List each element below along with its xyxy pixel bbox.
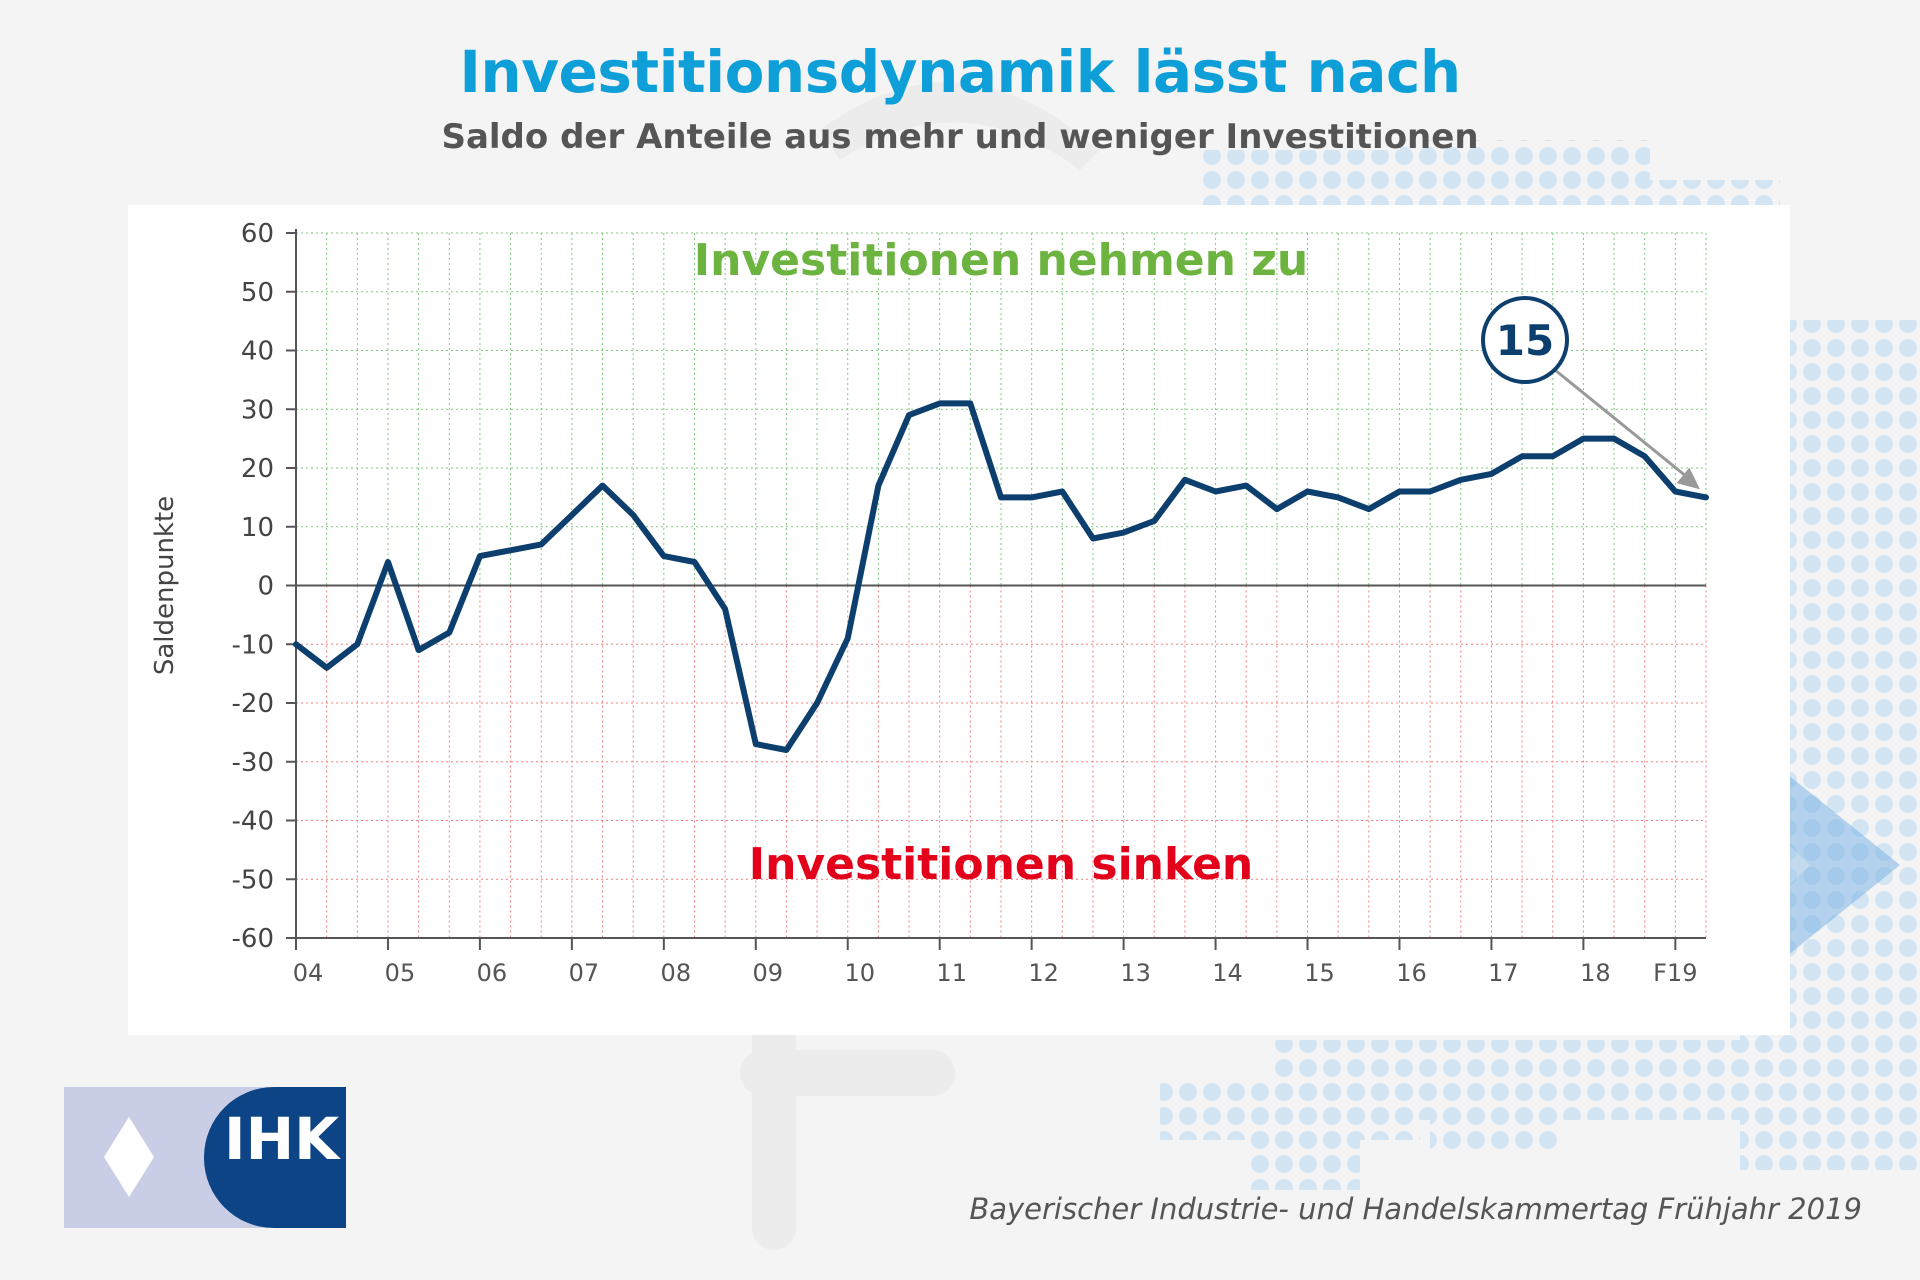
- y-tick-label: -60: [232, 924, 274, 954]
- x-tick-label: 09: [753, 959, 784, 987]
- ihk-logo: IHK: [64, 1087, 346, 1228]
- x-tick-label: 05: [385, 959, 416, 987]
- last-value-callout: 15: [1481, 296, 1700, 490]
- chart-panel: 60 50 40 30 20 10 0 -10 -20 -30 -40 -50 -60 04 05 06 07 0…: [128, 205, 1790, 1035]
- grid: [295, 232, 1707, 939]
- callout-circle: [1481, 296, 1569, 384]
- y-tick-label: 0: [257, 572, 274, 602]
- diamond-icon: [104, 1117, 154, 1197]
- y-axis-label: Saldenpunkte: [150, 496, 180, 675]
- axes: 60 50 40 30 20 10 0 -10 -20 -30 -40 -50 -60 04 05 06 07 0…: [232, 219, 1706, 987]
- y-tick-label: 60: [241, 219, 274, 249]
- x-tick-label: 17: [1488, 959, 1519, 987]
- x-tick-label: 16: [1396, 959, 1427, 987]
- x-tick-label: 10: [844, 959, 875, 987]
- y-tick-label: 30: [241, 395, 274, 425]
- callout-arrowhead: [1676, 467, 1700, 490]
- line-chart: 60 50 40 30 20 10 0 -10 -20 -30 -40 -50 -60 04 05 06 07 0…: [150, 219, 1709, 987]
- logo-text: IHK: [224, 1105, 340, 1173]
- y-tick-label: -20: [232, 689, 274, 719]
- y-tick-label: -50: [232, 865, 274, 895]
- y-tick-label: 10: [241, 513, 274, 543]
- x-tick-label: 14: [1212, 959, 1243, 987]
- y-tick-label: 20: [241, 454, 274, 484]
- x-tick-label: 11: [936, 959, 967, 987]
- negative-region-label: Investitionen sinken: [749, 839, 1254, 890]
- chart-subtitle: Saldo der Anteile aus mehr und weniger I…: [441, 117, 1479, 157]
- source-footer: Bayerischer Industrie- und Handelskammer…: [969, 1192, 1862, 1226]
- y-tick-label: 40: [241, 337, 274, 367]
- chart-title: Investitionsdynamik lässt nach: [459, 38, 1461, 106]
- positive-region-label: Investitionen nehmen zu: [694, 235, 1308, 286]
- x-tick-label: F19: [1653, 959, 1697, 987]
- x-tick-label: 08: [661, 959, 692, 987]
- y-tick-label: -10: [232, 630, 274, 660]
- series-line: [293, 400, 1709, 753]
- x-tick-label: 07: [569, 959, 600, 987]
- y-tick-label: -40: [232, 807, 274, 837]
- series-layer: [293, 400, 1709, 753]
- callout-value: 15: [1496, 316, 1554, 365]
- x-tick-label: 18: [1580, 959, 1611, 987]
- x-tick-label: 06: [477, 959, 508, 987]
- x-tick-label: 12: [1028, 959, 1059, 987]
- callout-arrow: [1554, 368, 1691, 481]
- logo-dark-block: [204, 1087, 346, 1228]
- x-tick-label: 04: [293, 959, 324, 987]
- x-tick-label: 13: [1120, 959, 1151, 987]
- y-tick-label: 50: [241, 278, 274, 308]
- x-tick-label: 15: [1304, 959, 1335, 987]
- y-tick-label: -30: [232, 748, 274, 778]
